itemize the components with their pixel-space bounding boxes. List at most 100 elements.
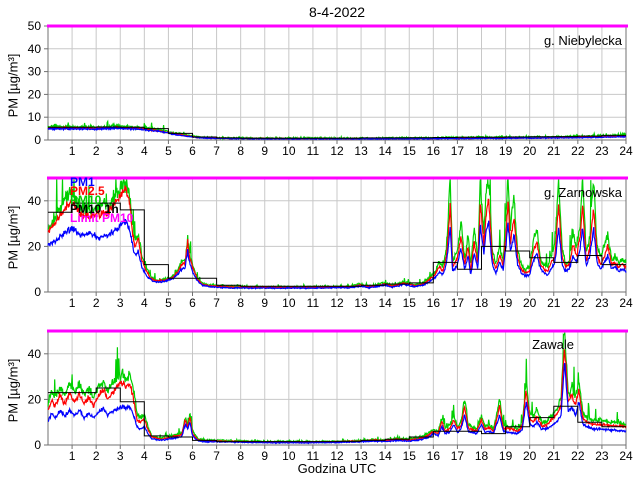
x-tick-label: 6 xyxy=(189,144,196,158)
y-tick-label: 10 xyxy=(28,110,42,124)
x-tick-label: 20 xyxy=(523,296,537,310)
x-tick-label: 10 xyxy=(282,144,296,158)
x-tick-label: 17 xyxy=(451,296,465,310)
x-tick-label: 1 xyxy=(69,296,76,310)
x-tick-label: 10 xyxy=(282,449,296,463)
x-tick-label: 19 xyxy=(499,144,513,158)
x-tick-label: 5 xyxy=(165,449,172,463)
y-tick-label: 50 xyxy=(28,19,42,33)
x-tick-label: 5 xyxy=(165,144,172,158)
grid-1 xyxy=(48,26,626,140)
legend-item-pm25: PM2.5 xyxy=(70,184,105,198)
x-tick-label: 14 xyxy=(378,144,392,158)
x-tick-label: 17 xyxy=(451,449,465,463)
y-axis-label-plot2: PM [µg/m³] xyxy=(5,205,21,270)
x-tick-label: 23 xyxy=(595,449,609,463)
x-tick-label: 6 xyxy=(189,296,196,310)
x-tick-label: 22 xyxy=(571,296,585,310)
x-tick-label: 12 xyxy=(330,449,344,463)
tick-marks-3 xyxy=(44,353,627,449)
tick-marks-1 xyxy=(44,25,627,144)
legend-item-pm10: PM10 xyxy=(70,193,102,207)
x-tick-label: 12 xyxy=(330,296,344,310)
x-tick-label: 9 xyxy=(261,144,268,158)
tick-marks-2 xyxy=(44,200,627,296)
y-axis-label-plot3: PM [µg/m³] xyxy=(5,358,21,423)
x-tick-label: 4 xyxy=(141,449,148,463)
x-tick-label: 16 xyxy=(427,449,441,463)
x-tick-label: 7 xyxy=(213,144,220,158)
x-tick-label: 7 xyxy=(213,296,220,310)
x-tick-label: 8 xyxy=(237,296,244,310)
x-tick-label: 24 xyxy=(619,296,633,310)
x-tick-label: 5 xyxy=(165,296,172,310)
subplot-3: 1 2 3 4 5 6 7 8 9 10 11 12 13 14 15 16 17 18 19 20 21 22 23 240… xyxy=(28,329,633,463)
tick-labels-3: 1 2 3 4 5 6 7 8 9 10 11 12 13 14 15 16 17 18 19 20 21 22 23 240… xyxy=(28,347,633,463)
x-tick-label: 2 xyxy=(93,449,100,463)
x-tick-label: 21 xyxy=(547,296,561,310)
x-tick-label: 22 xyxy=(571,144,585,158)
x-tick-label: 11 xyxy=(307,144,320,158)
series-pm1-plot1 xyxy=(47,125,626,141)
x-tick-label: 7 xyxy=(213,449,220,463)
x-tick-label: 11 xyxy=(307,296,320,310)
x-tick-label: 23 xyxy=(595,144,609,158)
x-tick-label: 15 xyxy=(403,449,417,463)
x-tick-label: 9 xyxy=(261,296,268,310)
x-tick-label: 19 xyxy=(499,449,513,463)
x-tick-label: 19 xyxy=(499,296,513,310)
subplot-1: 1 2 3 4 5 6 7 8 9 10 11 12 13 14 15 16 17 18 19 20 21 22 23 240… xyxy=(28,19,633,158)
x-tick-label: 15 xyxy=(403,144,417,158)
y-tick-label: 20 xyxy=(28,87,42,101)
series-pm10-1h-plot2 xyxy=(48,202,626,287)
series-pm10-1h-plot3 xyxy=(48,387,626,443)
x-tick-label: 13 xyxy=(354,144,368,158)
x-tick-label: 15 xyxy=(403,296,417,310)
x-tick-label: 24 xyxy=(619,449,633,463)
y-tick-label: 0 xyxy=(34,438,41,452)
legend-item-pm10-1h: PM10 1h xyxy=(70,202,119,216)
x-tick-label: 16 xyxy=(427,144,441,158)
x-tick-label: 23 xyxy=(595,296,609,310)
y-tick-label: 30 xyxy=(28,65,42,79)
x-tick-label: 14 xyxy=(378,296,392,310)
x-tick-label: 14 xyxy=(378,449,392,463)
station-label-zawale: Zawale xyxy=(532,337,574,352)
x-tick-label: 3 xyxy=(117,144,124,158)
chart-title: 8-4-2022 xyxy=(308,4,366,20)
tick-labels-2: 1 2 3 4 5 6 7 8 9 10 11 12 13 14 15 16 17 18 19 20 21 22 23 240… xyxy=(28,194,633,310)
x-tick-label: 21 xyxy=(547,449,561,463)
x-tick-label: 13 xyxy=(354,296,368,310)
subplot-2: 1 2 3 4 5 6 7 8 9 10 11 12 13 14 15 16 17 18 19 20 21 22 23 240… xyxy=(28,176,633,310)
x-tick-label: 2 xyxy=(93,296,100,310)
x-tick-label: 1 xyxy=(69,449,76,463)
x-tick-label: 13 xyxy=(354,449,368,463)
x-tick-label: 24 xyxy=(619,144,633,158)
x-tick-label: 4 xyxy=(141,296,148,310)
x-tick-label: 17 xyxy=(451,144,465,158)
x-tick-label: 18 xyxy=(475,449,489,463)
series-pm1-plot2 xyxy=(47,218,627,290)
station-label-niebylecka: g. Niebylecka xyxy=(543,33,622,48)
x-tick-label: 20 xyxy=(523,144,537,158)
x-tick-label: 18 xyxy=(475,296,489,310)
x-tick-label: 3 xyxy=(117,296,124,310)
y-tick-label: 20 xyxy=(28,392,42,406)
x-tick-label: 16 xyxy=(427,296,441,310)
x-tick-label: 22 xyxy=(571,449,585,463)
x-tick-label: 20 xyxy=(523,449,537,463)
x-tick-label: 12 xyxy=(330,144,344,158)
y-tick-label: 40 xyxy=(28,347,42,361)
tick-labels-1: 1 2 3 4 5 6 7 8 9 10 11 12 13 14 15 16 17 18 19 20 21 22 23 240… xyxy=(28,19,633,158)
series-pm10-1h-plot1 xyxy=(48,126,626,139)
y-axis-label-plot1: PM [µg/m³] xyxy=(5,53,21,118)
y-tick-label: 20 xyxy=(28,239,42,253)
y-tick-label: 40 xyxy=(28,42,42,56)
x-tick-label: 9 xyxy=(261,449,268,463)
x-tick-label: 3 xyxy=(117,449,124,463)
y-tick-label: 0 xyxy=(34,133,41,147)
x-tick-label: 2 xyxy=(93,144,100,158)
x-tick-label: 11 xyxy=(307,449,320,463)
